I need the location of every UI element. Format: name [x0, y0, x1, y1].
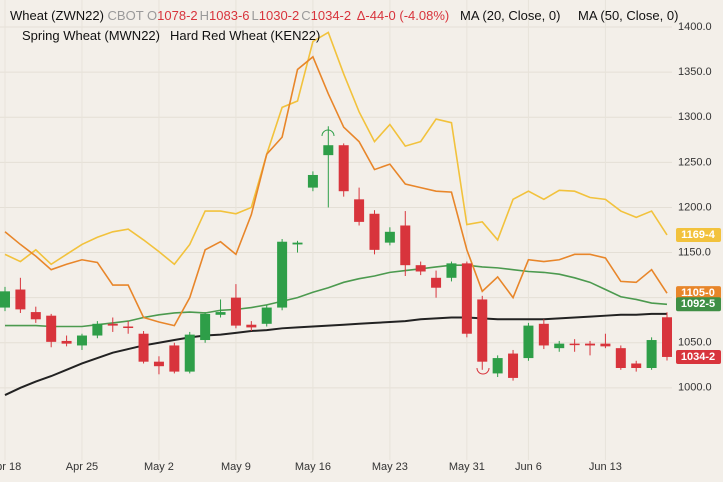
candle-body	[261, 307, 272, 324]
candle-body	[585, 343, 596, 346]
candle-body	[662, 317, 672, 357]
candle-body	[323, 145, 334, 156]
price-tag	[676, 297, 721, 312]
candle-body	[523, 325, 534, 359]
price-tag-label: 1169-4	[681, 229, 716, 241]
y-tick-label: 1150.0	[678, 246, 711, 258]
candle-body	[292, 242, 303, 245]
quote: O1078-2 H1083-6 L1030-2 C1034-2	[147, 8, 353, 23]
quote-value: 1030-2	[258, 8, 300, 23]
candle-body	[384, 231, 395, 243]
candle-body	[508, 353, 519, 378]
plot	[0, 0, 672, 460]
candle-body	[153, 361, 164, 367]
quote-key: O	[147, 8, 158, 23]
candle-body	[569, 343, 580, 346]
x-tick-label: May 2	[144, 461, 174, 473]
exchange: CBOT	[107, 8, 144, 23]
candle-body	[15, 289, 26, 310]
candle-body	[184, 334, 195, 372]
y-tick-label: 1250.0	[678, 156, 712, 168]
price-tag	[676, 349, 721, 364]
quote-key: H	[199, 8, 210, 23]
x-tick-label: May 9	[221, 461, 251, 473]
y-tick-label: 1200.0	[678, 201, 712, 213]
x-tick-label: May 31	[449, 461, 485, 473]
candle-body	[400, 225, 411, 266]
candle-body	[230, 297, 241, 326]
candle-body	[246, 324, 257, 328]
candle-body	[277, 241, 288, 308]
y-tick-label: 1000.0	[678, 382, 712, 394]
legend-entry: MA (50, Close, 0)	[578, 8, 679, 23]
candle-body	[492, 358, 503, 374]
quote-key: L	[251, 8, 259, 23]
series-line	[5, 264, 668, 328]
price-tag	[676, 227, 721, 242]
candle-body	[369, 213, 380, 250]
low-marker	[476, 367, 490, 375]
candle-body	[107, 323, 118, 326]
candle-body	[415, 265, 426, 272]
candle-body	[61, 340, 72, 344]
x-tick-label: Jun 6	[515, 461, 542, 473]
y-tick-label: 1050.0	[678, 337, 712, 349]
candle-body	[30, 312, 41, 320]
candle-body	[76, 335, 87, 346]
candle-body	[554, 343, 565, 349]
quote-key: C	[301, 8, 311, 23]
candle-body	[138, 333, 149, 362]
change: Δ-44-0 (-4.08%)	[356, 8, 450, 23]
series-line	[4, 31, 668, 266]
candle-body	[92, 323, 103, 336]
series-line	[4, 55, 668, 327]
candle-body	[307, 174, 318, 188]
candle-body	[446, 263, 457, 278]
y-tick-label: 1300.0	[678, 111, 712, 123]
series-line	[4, 312, 667, 396]
y-tick-label: 1400.0	[678, 21, 712, 33]
quote-value: 1078-2	[157, 8, 198, 23]
price-tag	[676, 286, 721, 301]
symbol: Wheat (ZWN22)	[10, 8, 104, 23]
price-tag-label: 1092-5	[681, 298, 715, 310]
legend-entry: Hard Red Wheat (KEN22)	[170, 28, 321, 43]
candle-body	[200, 313, 211, 341]
quote-header: Wheat (ZWN22) CBOT O1078-2 H1083-6 L1030-2…	[10, 8, 449, 23]
candle-body	[646, 340, 657, 368]
candle-body	[538, 323, 549, 346]
candle-body	[215, 312, 226, 315]
price-tag-label: 1034-2	[681, 351, 715, 363]
candle-body	[46, 315, 57, 342]
x-tick-label: Apr 18	[0, 461, 21, 473]
candle-body	[169, 345, 180, 372]
candle-body	[600, 343, 611, 347]
quote-value: 1083-6	[209, 8, 250, 23]
candle-body	[354, 199, 365, 222]
x-tick-label: Apr 25	[66, 461, 98, 473]
candle-body	[477, 299, 488, 362]
candle-body	[338, 145, 349, 192]
x-tick-label: Jun 13	[589, 461, 622, 473]
legend-entry: MA (20, Close, 0)	[460, 8, 561, 23]
x-tick-label: May 23	[372, 461, 408, 473]
candle-body	[461, 263, 472, 334]
price-tag-label: 1105-0	[681, 287, 715, 299]
candle-body	[123, 326, 134, 329]
y-tick-label: 1350.0	[678, 66, 712, 78]
candle-body	[0, 291, 10, 308]
x-tick-label: May 16	[295, 461, 331, 473]
candle-body	[431, 277, 442, 288]
legend-entry: Spring Wheat (MWN22)	[22, 28, 160, 43]
quote-value: 1034-2	[310, 8, 352, 23]
candle-body	[631, 363, 642, 368]
candle-body	[615, 348, 626, 368]
